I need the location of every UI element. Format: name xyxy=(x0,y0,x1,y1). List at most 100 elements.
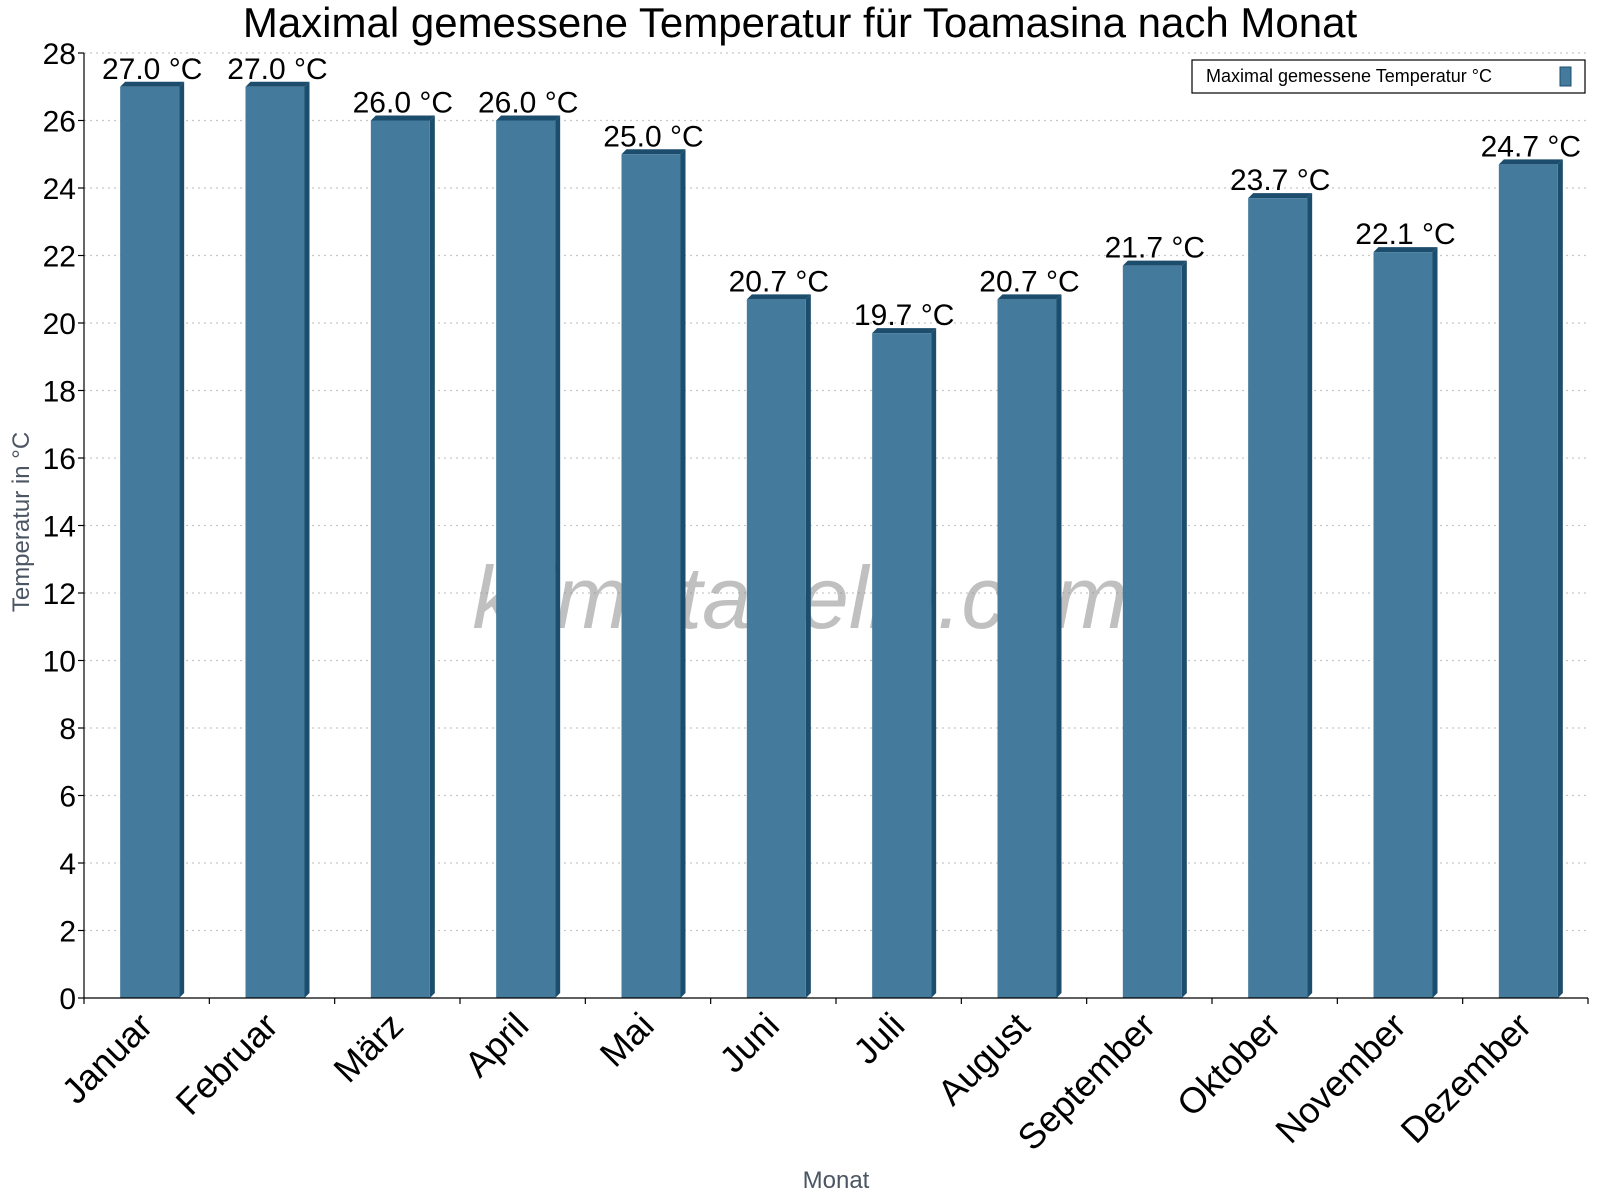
x-tick-label: Mai xyxy=(592,1005,662,1075)
bar-face xyxy=(496,120,556,998)
bar-juli xyxy=(872,328,937,998)
bar-side xyxy=(304,81,310,998)
chart-title: Maximal gemessene Temperatur für Toamasi… xyxy=(243,0,1358,46)
bar-top xyxy=(245,81,310,87)
bar-face xyxy=(621,154,681,998)
bar-top xyxy=(1248,193,1313,199)
y-tick-label: 22 xyxy=(43,241,76,274)
bar-side xyxy=(1181,260,1187,998)
y-axis-title: Temperatur in °C xyxy=(8,432,35,612)
data-label: 27.0 °C xyxy=(227,53,327,86)
legend: Maximal gemessene Temperatur °C xyxy=(1191,59,1586,94)
y-tick-label: 26 xyxy=(43,106,76,139)
bar-side xyxy=(429,115,435,998)
x-tick-label: März xyxy=(325,1005,411,1091)
y-tick-label: 0 xyxy=(59,983,76,1016)
data-label: 23.7 °C xyxy=(1230,164,1330,197)
bar-august xyxy=(997,294,1062,998)
data-label: 26.0 °C xyxy=(478,87,578,120)
bar-januar xyxy=(120,81,185,998)
bar-september xyxy=(1122,260,1187,998)
bar-top xyxy=(746,294,811,300)
y-tick-label: 4 xyxy=(59,848,76,881)
bar-side xyxy=(555,115,561,998)
bar-februar xyxy=(245,81,310,998)
x-axis-title: Monat xyxy=(803,1167,870,1194)
bar-face xyxy=(1498,164,1558,998)
bars xyxy=(120,81,1563,998)
x-tick-label: Oktober xyxy=(1169,1005,1289,1125)
grid-lines xyxy=(84,52,1588,932)
axes xyxy=(78,52,1589,1004)
bar-side xyxy=(1056,294,1062,998)
bar-top xyxy=(621,149,686,155)
bar-side xyxy=(1557,159,1563,998)
x-tick-label: Juli xyxy=(845,1005,912,1072)
y-tick-label: 12 xyxy=(43,578,76,611)
bar-top xyxy=(370,115,435,121)
x-tick-labels: Januar Februar März April Mai Juni Juli AugustS… xyxy=(53,1005,1539,1159)
bar-side xyxy=(805,294,811,998)
x-tick-label: November xyxy=(1267,1005,1413,1151)
bar-face xyxy=(120,86,180,998)
data-label: 24.7 °C xyxy=(1481,130,1581,163)
bar-dezember xyxy=(1498,159,1563,998)
data-label: 25.0 °C xyxy=(603,120,703,153)
bar-face xyxy=(872,333,932,998)
x-tick-label: April xyxy=(456,1005,536,1085)
bar-face xyxy=(746,299,806,998)
x-tick-label: September xyxy=(1009,1005,1163,1159)
bar-top xyxy=(872,328,937,334)
bar-top xyxy=(496,115,561,121)
bar-face xyxy=(1373,252,1433,998)
y-tick-label: 14 xyxy=(43,511,76,544)
x-tick-label: Februar xyxy=(168,1005,286,1123)
y-tick-label: 8 xyxy=(59,713,76,746)
bar-side xyxy=(179,81,185,998)
bar-april xyxy=(496,115,561,998)
bar-november xyxy=(1373,247,1438,998)
data-label: 21.7 °C xyxy=(1105,232,1205,265)
bar-märz xyxy=(370,115,435,998)
y-tick-label: 24 xyxy=(43,173,76,206)
y-tick-label: 10 xyxy=(43,646,76,679)
bar-side xyxy=(680,149,686,998)
legend-swatch xyxy=(1559,66,1572,87)
bar-top xyxy=(1373,247,1438,253)
bar-side xyxy=(1432,247,1438,998)
y-tick-label: 18 xyxy=(43,376,76,409)
y-tick-label: 28 xyxy=(43,38,76,71)
bar-oktober xyxy=(1248,193,1313,998)
bar-face xyxy=(245,86,305,998)
data-label: 20.7 °C xyxy=(979,265,1079,298)
legend-label: Maximal gemessene Temperatur °C xyxy=(1206,66,1492,86)
data-label: 19.7 °C xyxy=(854,299,954,332)
y-tick-label: 20 xyxy=(43,308,76,341)
y-tick-label: 16 xyxy=(43,443,76,476)
bar-face xyxy=(1248,198,1308,998)
x-tick-label: Juni xyxy=(711,1005,787,1081)
bar-side xyxy=(931,328,937,998)
data-label: 26.0 °C xyxy=(353,87,453,120)
bar-top xyxy=(1122,260,1187,266)
bar-side xyxy=(1307,193,1313,998)
y-tick-label: 6 xyxy=(59,781,76,814)
y-tick-label: 2 xyxy=(59,916,76,949)
value-labels: 27.0 °C 27.0 °C 26.0 °C 26.0 °C 25.0 °C 20.7 … xyxy=(102,53,1581,332)
x-tick-label: Dezember xyxy=(1393,1005,1539,1151)
bar-face xyxy=(1122,265,1182,998)
data-label: 20.7 °C xyxy=(729,265,829,298)
legend-box xyxy=(1191,59,1586,94)
data-label: 22.1 °C xyxy=(1355,218,1455,251)
bar-top xyxy=(120,81,185,87)
bar-top xyxy=(1498,159,1563,165)
x-tick-label: August xyxy=(929,1005,1037,1113)
bar-face xyxy=(997,299,1057,998)
bar-face xyxy=(370,120,430,998)
x-tick-label: Januar xyxy=(53,1005,160,1112)
bar-top xyxy=(997,294,1062,300)
data-label: 27.0 °C xyxy=(102,53,202,86)
bar-juni xyxy=(746,294,811,998)
